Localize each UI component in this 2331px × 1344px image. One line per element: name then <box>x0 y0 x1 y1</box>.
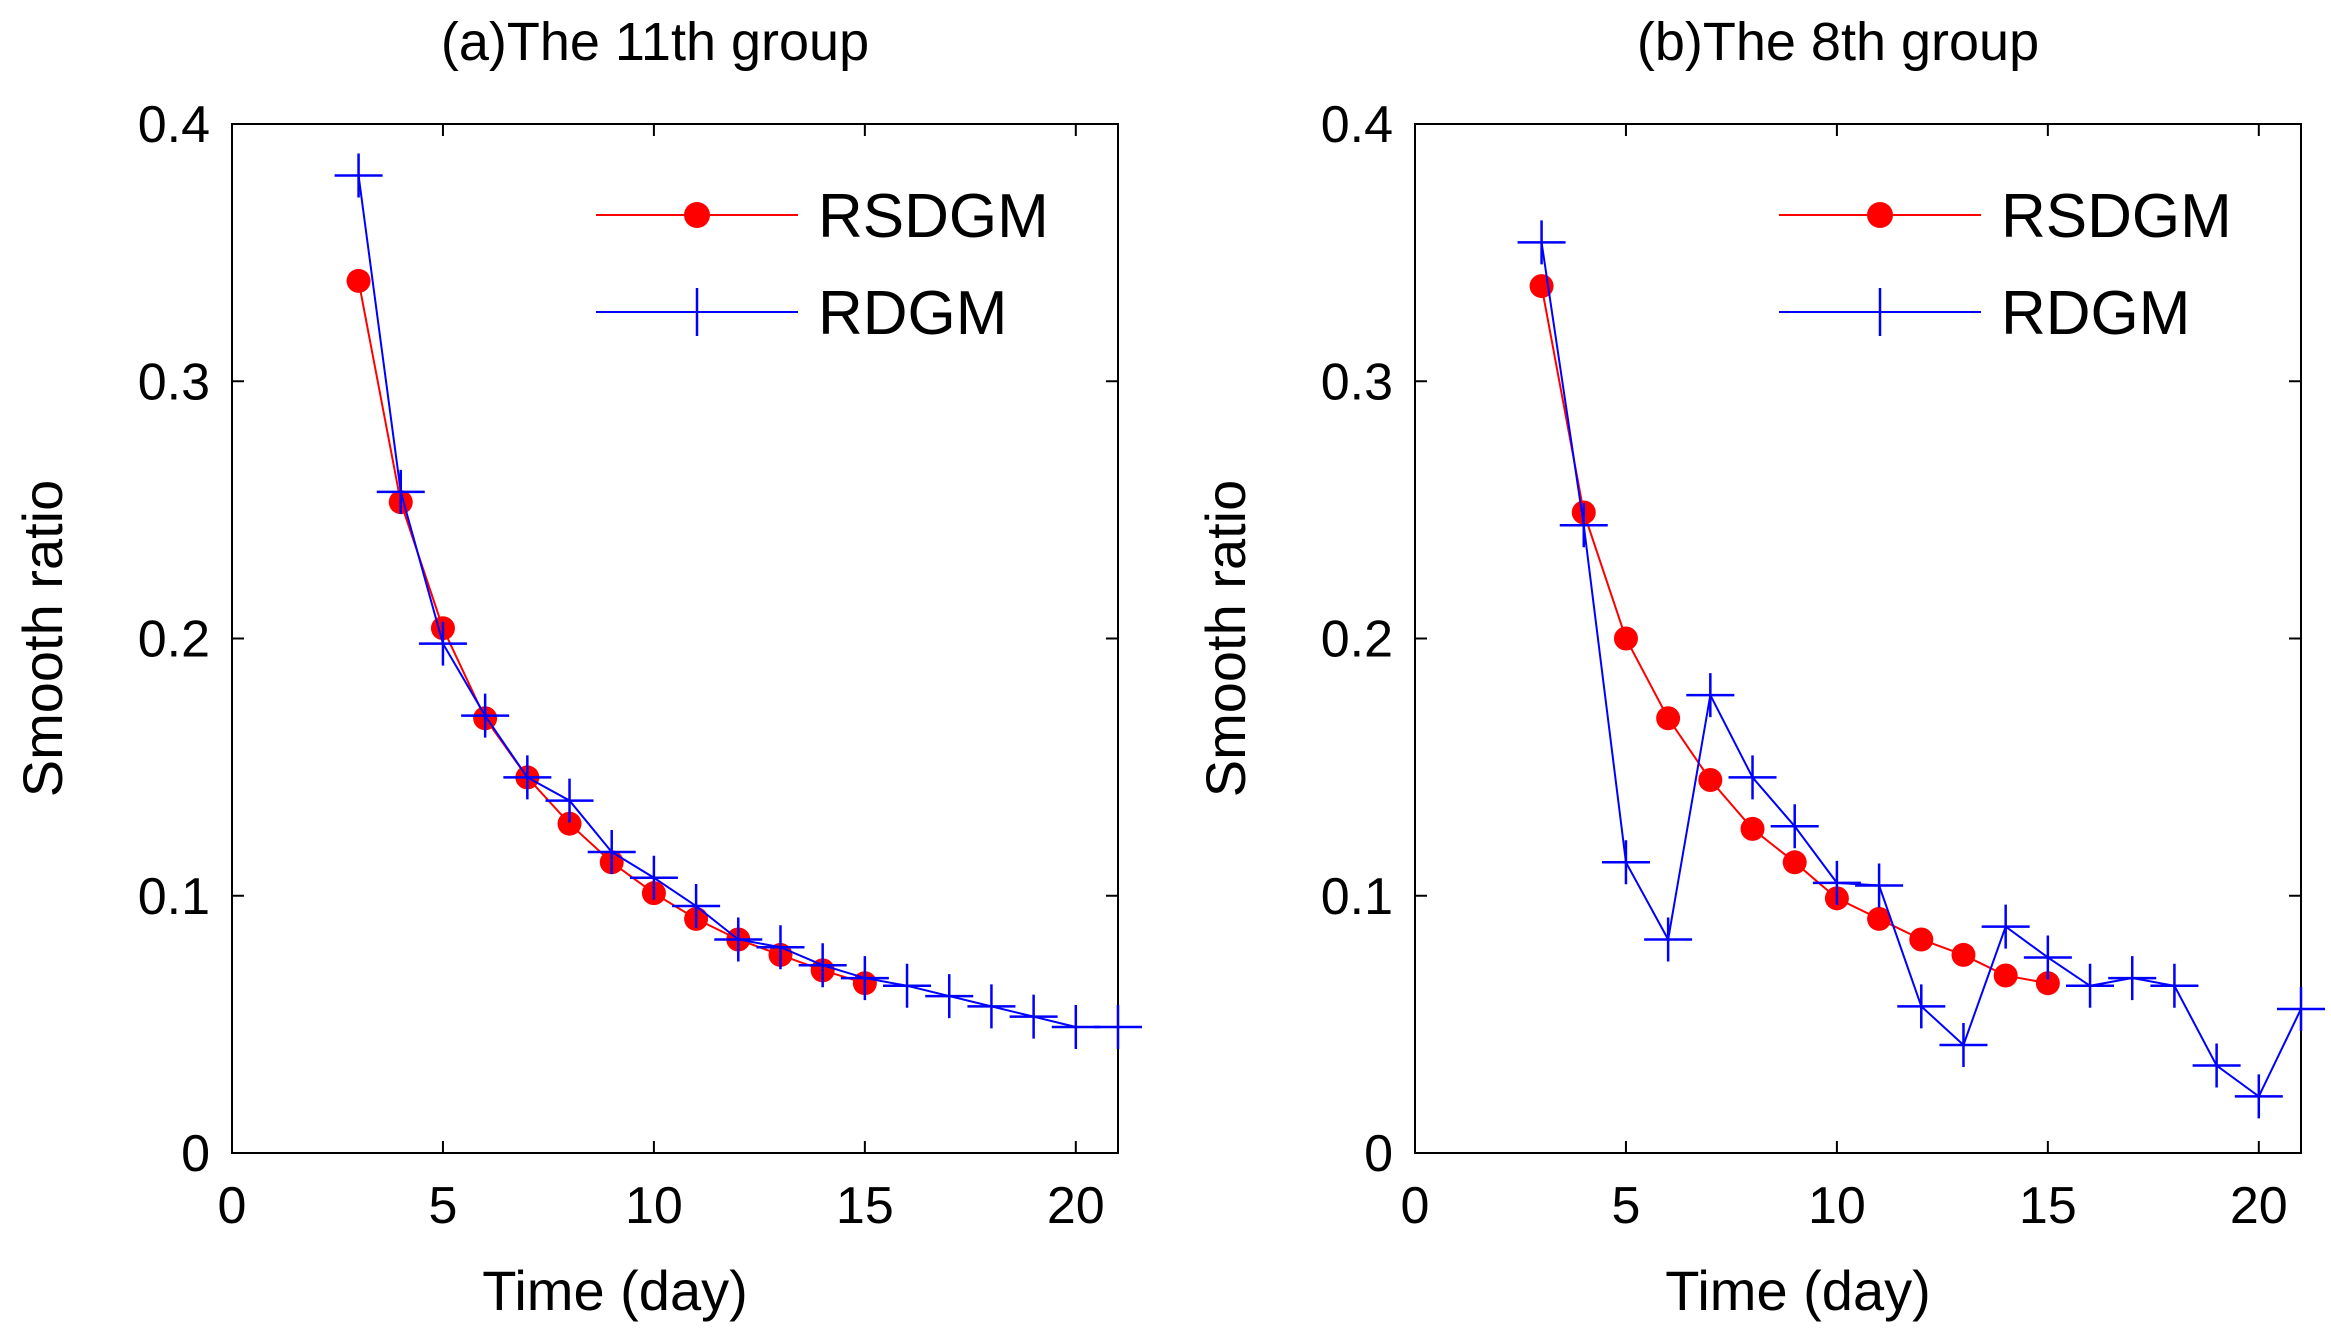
x-tick-label: 15 <box>836 1177 894 1235</box>
series-rsdgm: RSDGM <box>1529 182 2232 996</box>
y-tick-label: 0.4 <box>138 96 210 154</box>
series-rdgm: RDGM <box>1517 220 2325 1119</box>
x-tick-label: 20 <box>2230 1177 2288 1235</box>
data-point <box>1094 1004 1142 1049</box>
x-tick-label: 5 <box>1611 1177 1640 1235</box>
legend-marker <box>684 202 710 228</box>
data-point <box>545 778 594 823</box>
data-point <box>1812 860 1861 905</box>
data-point <box>1686 673 1735 718</box>
data-point <box>925 974 974 1019</box>
data-point <box>1644 917 1693 962</box>
data-point <box>1051 1004 1100 1049</box>
data-point <box>1782 850 1807 875</box>
data-point <box>1613 626 1638 651</box>
x-tick-label: 0 <box>218 1177 247 1235</box>
x-tick-label: 20 <box>1047 1177 1105 1235</box>
data-point <box>1951 942 1976 967</box>
data-point <box>376 469 425 514</box>
data-point <box>334 153 383 198</box>
y-tick-label: 0 <box>181 1125 210 1183</box>
y-tick-label: 0.4 <box>1321 96 1393 154</box>
data-point <box>967 984 1016 1029</box>
data-point <box>1517 220 1566 265</box>
data-point <box>503 755 552 800</box>
data-point <box>1698 767 1723 792</box>
data-point <box>756 925 805 970</box>
legend-label: RDGM <box>2001 279 2190 348</box>
data-point <box>1601 840 1650 885</box>
data-point <box>1770 804 1819 849</box>
x-tick-label: 15 <box>2019 1177 2077 1235</box>
data-point <box>629 855 678 900</box>
x-tick-label: 5 <box>428 1177 457 1235</box>
series-rdgm: RDGM <box>334 153 1142 1049</box>
data-point <box>714 917 763 962</box>
data-point <box>1728 755 1777 800</box>
y-tick-label: 0.2 <box>1321 611 1393 669</box>
data-point <box>461 693 510 738</box>
data-point <box>2035 971 2060 996</box>
data-point <box>672 884 721 929</box>
y-tick-label: 0.3 <box>1321 353 1393 411</box>
legend-marker <box>1867 202 1893 228</box>
data-point <box>2234 1074 2283 1119</box>
data-point <box>883 963 932 1008</box>
chart-title: (b)The 8th group <box>1637 12 2039 72</box>
legend-label: RSDGM <box>818 182 1049 251</box>
x-tick-label: 0 <box>1401 1177 1430 1235</box>
data-point <box>840 956 889 1001</box>
panel-b: 0 5 10 15 20 0 0.1 0.2 0.3 0.4 (b)The 8th group Tim… <box>1194 12 2325 1322</box>
data-point <box>346 268 371 293</box>
panel-a: 0 5 10 15 20 0 0.1 0.2 0.3 0.4 (a)The 11th group Ti… <box>11 12 1142 1322</box>
data-point <box>587 830 636 875</box>
data-point <box>2066 963 2115 1008</box>
data-point <box>1867 906 1892 931</box>
x-tick-label: 10 <box>625 1177 683 1235</box>
x-axis-label: Time (day) <box>1665 1259 1931 1322</box>
data-point <box>1740 816 1765 841</box>
legend-label: RDGM <box>818 279 1007 348</box>
data-point <box>1656 706 1681 731</box>
y-axis-label: Smooth ratio <box>1194 480 1257 798</box>
legend-label: RSDGM <box>2001 182 2232 251</box>
data-point <box>1981 904 2030 949</box>
x-tick-label: 10 <box>1808 1177 1866 1235</box>
data-point <box>2150 963 2199 1008</box>
y-tick-label: 0.3 <box>138 353 210 411</box>
data-point <box>418 621 467 666</box>
data-point <box>1939 1022 1988 1067</box>
data-point <box>1855 863 1904 908</box>
data-point <box>2277 986 2325 1031</box>
data-point <box>1897 984 1946 1029</box>
data-point <box>2192 1043 2241 1088</box>
y-tick-label: 0.2 <box>138 611 210 669</box>
chart-title: (a)The 11th group <box>441 12 869 72</box>
data-point <box>1909 927 1934 952</box>
x-axis-label: Time (day) <box>482 1259 748 1322</box>
data-point <box>798 943 847 988</box>
data-point <box>557 811 582 836</box>
data-point <box>1559 503 1608 548</box>
y-tick-label: 0.1 <box>138 868 210 926</box>
data-point <box>2108 956 2157 1001</box>
data-point <box>2023 935 2072 980</box>
y-tick-label: 0 <box>1364 1125 1393 1183</box>
data-point <box>1009 994 1058 1039</box>
y-tick-label: 0.1 <box>1321 868 1393 926</box>
series-line <box>1540 242 2302 1098</box>
y-axis-label: Smooth ratio <box>11 480 74 798</box>
data-point <box>1993 963 2018 988</box>
